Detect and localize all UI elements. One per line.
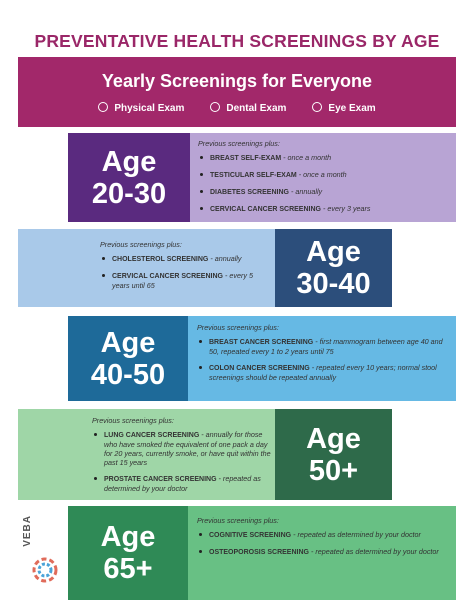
screening-detail: - repeated as determined by your doctor — [293, 530, 421, 539]
age-panel: Age 50+ — [275, 409, 392, 500]
screening-item: CERVICAL CANCER SCREENING - every 3 year… — [198, 204, 448, 214]
screening-detail: - annually — [210, 254, 242, 263]
yearly-item: Eye Exam — [312, 102, 375, 114]
age-label: Age — [306, 236, 361, 268]
age-panel: Age 65+ — [68, 506, 188, 600]
yearly-items: Physical Exam Dental Exam Eye Exam — [18, 102, 456, 114]
age-label: Age — [100, 521, 156, 553]
screening-list: Previous screenings plus: BREAST CANCER S… — [197, 323, 449, 389]
screening-item: BREAST CANCER SCREENING - first mammogra… — [197, 337, 449, 356]
screening-detail: - first mammogram between age 40 and 50,… — [209, 337, 443, 356]
screening-detail: - repeated as determined by your doctor — [310, 547, 439, 556]
age-panel: Age 20-30 — [68, 133, 190, 222]
yearly-item: Dental Exam — [210, 102, 286, 114]
age-range: 50+ — [308, 454, 359, 487]
screening-name: COGNITIVE SCREENING — [209, 532, 292, 539]
screening-detail: - every 5 years until 65 — [112, 271, 253, 290]
age-range: 40-50 — [90, 358, 166, 391]
screening-list: Previous screenings plus: COGNITIVE SCREE… — [197, 516, 449, 564]
yearly-item: Physical Exam — [98, 102, 184, 114]
screening-item: CHOLESTEROL SCREENING - annually — [100, 254, 270, 264]
screening-item: BREAST SELF-EXAM - once a month — [198, 153, 448, 163]
screening-detail: - annually for those who have smoked the… — [104, 430, 271, 467]
screening-name: LUNG CANCER SCREENING — [104, 432, 200, 439]
age-panel: Age 40-50 — [68, 316, 188, 401]
screening-item: OSTEOPOROSIS SCREENING - repeated as det… — [197, 547, 449, 557]
screening-name: CERVICAL CANCER SCREENING — [112, 273, 223, 280]
screening-name: DIABETES SCREENING — [210, 189, 289, 196]
intro: Previous screenings plus: — [197, 323, 279, 332]
logo-text: VEBA — [22, 515, 33, 547]
screening-detail: - repeated as determined by your doctor — [104, 474, 261, 493]
age-panel: Age 30-40 — [275, 229, 392, 307]
screening-name: CHOLESTEROL SCREENING — [112, 256, 209, 263]
intro: Previous screenings plus: — [92, 416, 174, 425]
age-label: Age — [101, 145, 157, 178]
title: PREVENTATIVE HEALTH SCREENINGS BY AGE — [34, 31, 440, 51]
yearly-banner: Yearly Screenings for Everyone Physical … — [18, 57, 456, 127]
screening-list: Previous screenings plus: CHOLESTEROL SCR… — [100, 240, 270, 297]
age-label: Age — [100, 326, 156, 359]
screening-name: COLON CANCER SCREENING — [209, 365, 310, 372]
intro: Previous screenings plus: — [197, 516, 279, 525]
screening-item: COLON CANCER SCREENING - repeated every … — [197, 363, 449, 382]
age-range: 65+ — [103, 553, 153, 585]
screening-item: LUNG CANCER SCREENING - annually for tho… — [92, 430, 272, 467]
age-label: Age — [306, 422, 361, 455]
screening-item: DIABETES SCREENING - annually — [198, 187, 448, 197]
screening-detail: - annually — [290, 187, 323, 196]
screening-item: COGNITIVE SCREENING - repeated as determ… — [197, 530, 449, 540]
screening-name: PROSTATE CANCER SCREENING — [104, 476, 217, 483]
intro: Previous screenings plus: — [100, 240, 182, 249]
yearly-title: Yearly Screenings for Everyone — [101, 71, 373, 91]
screening-list: Previous screenings plus: BREAST SELF-EXA… — [198, 139, 448, 221]
screening-item: CERVICAL CANCER SCREENING - every 5 year… — [100, 271, 270, 290]
age-range: 30-40 — [296, 268, 371, 300]
screening-item: PROSTATE CANCER SCREENING - repeated as … — [92, 474, 272, 493]
screening-name: TESTICULAR SELF-EXAM — [210, 172, 297, 179]
screening-name: CERVICAL CANCER SCREENING — [210, 206, 321, 213]
intro: Previous screenings plus: — [198, 139, 280, 148]
screening-detail: - repeated every 10 years; normal stool … — [209, 363, 437, 382]
screening-name: OSTEOPOROSIS SCREENING — [209, 549, 309, 556]
screening-item: TESTICULAR SELF-EXAM - once a month — [198, 170, 448, 180]
age-range: 20-30 — [91, 177, 167, 210]
screening-detail: - once a month — [298, 170, 347, 179]
screening-name: BREAST SELF-EXAM — [210, 155, 282, 162]
screening-list: Previous screenings plus: LUNG CANCER SCR… — [92, 416, 272, 500]
logo-mark — [32, 557, 58, 583]
screening-name: BREAST CANCER SCREENING — [209, 339, 314, 346]
screening-detail: - once a month — [283, 153, 332, 162]
screening-detail: - every 3 years — [322, 204, 371, 213]
